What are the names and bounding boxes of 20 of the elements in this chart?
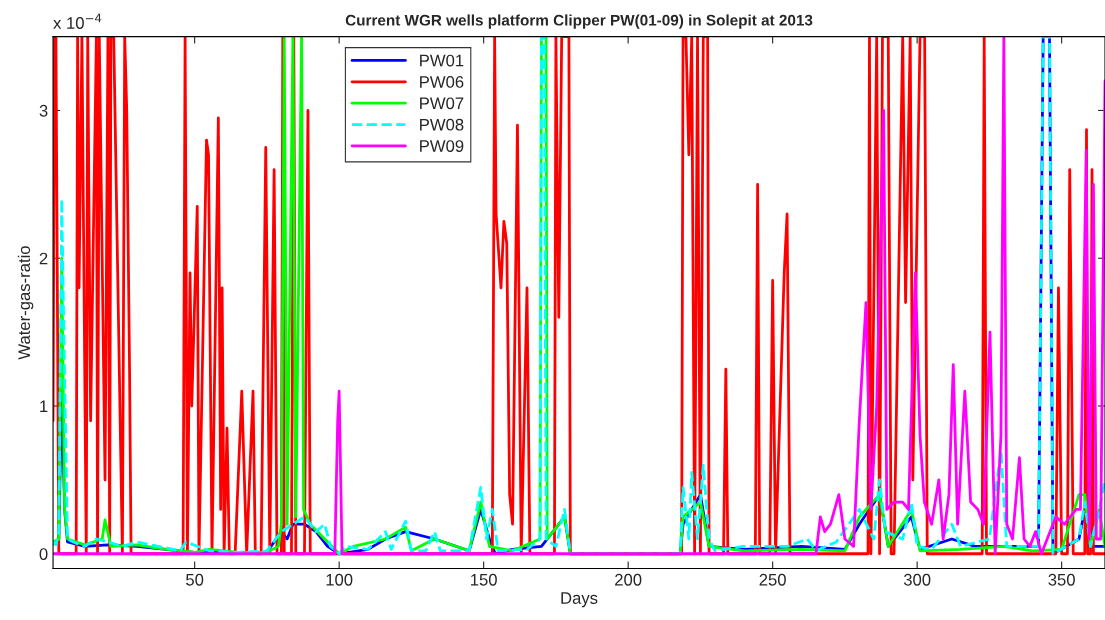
legend-label: PW06 (420, 76, 464, 88)
y-tick-label: 2 (39, 252, 48, 265)
x-tick-label: 250 (759, 573, 786, 586)
legend-label: PW01 (420, 54, 464, 67)
legend-label: PW07 (420, 97, 464, 110)
x-tick-label: 100 (326, 573, 353, 586)
chart-title: Current WGR wells platform Clipper PW(01-09) in Solepit at 2013 (345, 14, 813, 29)
x-tick-label: 150 (471, 573, 497, 586)
y-tick-label: 0 (39, 548, 48, 560)
x-axis-title: Days (561, 592, 598, 608)
y-tick-label: 1 (40, 400, 48, 413)
y-axis-title: Water-gas-ratio (17, 246, 34, 360)
legend-label: PW08 (420, 118, 464, 131)
x-tick-label: 350 (1048, 573, 1075, 586)
x-tick-label: 300 (903, 573, 931, 586)
text: x 10$^{−4}$ (53, 13, 102, 29)
y-tick-label: 3 (39, 104, 48, 117)
legend-label: PW09 (420, 140, 464, 152)
x-tick-label: 50 (186, 573, 204, 586)
x-tick-label: 200 (615, 573, 642, 586)
